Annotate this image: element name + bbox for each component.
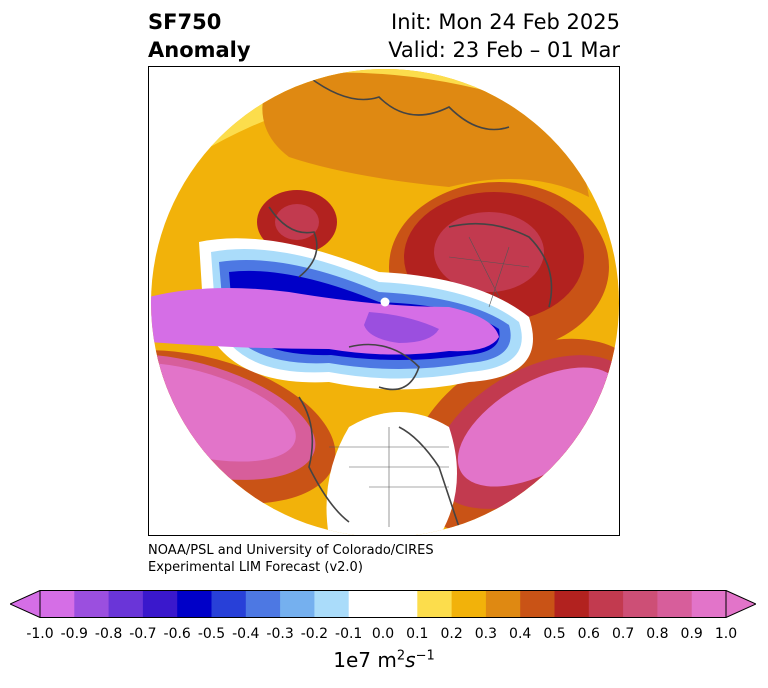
colorbar-swatch <box>417 590 453 618</box>
colorbar-tick-label: -0.2 <box>300 626 329 642</box>
colorbar-tick-label: -0.7 <box>129 626 157 642</box>
colorbar-tick-label: 0.2 <box>440 626 463 642</box>
pacific-high-core <box>457 367 619 487</box>
colorbar-swatch <box>451 590 487 618</box>
polar-map <box>148 66 620 536</box>
colorbar-tick-label: 1.0 <box>714 626 738 642</box>
colorbar-swatch <box>108 590 144 618</box>
colorbar-frame <box>39 590 727 618</box>
colorbar-swatch <box>177 590 212 618</box>
colorbar-ticks: -1.0 -0.9 -0.8 -0.7 -0.6 -0.5 -0.4 -0.3 -0.2 -0.1… <box>0 626 768 646</box>
colorbar-tick-label: 0.4 <box>509 626 532 642</box>
colorbar-tick-label: 0.0 <box>371 626 395 642</box>
colorbar-tick-label: -0.4 <box>232 626 260 642</box>
colorbar-tick-label: 0.7 <box>611 626 635 642</box>
colorbar-swatch <box>211 590 247 618</box>
colorbar-swatch <box>554 590 590 618</box>
colorbar-tick-label: 0.9 <box>680 626 703 642</box>
colorbar-tick-label: 0.1 <box>406 626 429 642</box>
colorbar-tick-label: -1.0 <box>26 626 54 642</box>
map-title: SF750 Anomaly <box>148 8 251 64</box>
atlantic-high-core <box>275 204 319 240</box>
colorbar-swatch <box>74 590 110 618</box>
credit-line-2: Experimental LIM Forecast (v2.0) <box>148 560 363 575</box>
tropics-neutral <box>326 412 457 535</box>
colorbar-tick-label: -0.8 <box>94 626 123 642</box>
units-exp2: −1 <box>415 648 435 664</box>
colorbar-swatch <box>40 590 75 618</box>
colorbar-swatch <box>348 590 384 618</box>
colorbar-swatch <box>485 590 521 618</box>
low-core-deep <box>364 312 439 343</box>
units-exp1: 2 <box>396 648 406 664</box>
colorbar-units-label: 1e7 m2s−1 <box>0 648 768 672</box>
north-pole-marker <box>380 297 390 307</box>
colorbar-tick-label: -0.1 <box>335 626 363 642</box>
colorbar-extend-low <box>10 590 41 618</box>
valid-range: Valid: 23 Feb – 01 Mar <box>388 38 620 62</box>
colorbar <box>10 590 756 618</box>
colorbar-extend-high <box>725 590 756 618</box>
colorbar-swatch <box>623 590 658 618</box>
colorbar-tick-label: -0.6 <box>163 626 191 642</box>
credit-line-1: NOAA/PSL and University of Colorado/CIRE… <box>148 543 434 558</box>
colorbar-swatch <box>520 590 555 618</box>
colorbar-tick-label: -0.9 <box>60 626 88 642</box>
units-prefix: 1e7 m <box>333 648 397 672</box>
colorbar-tick-label: 0.6 <box>577 626 600 642</box>
credit-text: NOAA/PSL and University of Colorado/CIRE… <box>148 542 434 576</box>
title-variable: SF750 <box>148 10 222 34</box>
colorbar-swatch <box>142 590 178 618</box>
colorbar-tick-label: 0.3 <box>474 626 498 642</box>
colorbar-tick-label: 0.8 <box>646 626 669 642</box>
colorbar-tick-label: 0.5 <box>543 626 566 642</box>
borders <box>329 236 530 527</box>
colorbar-swatch <box>245 590 281 618</box>
colorbar-swatch <box>588 590 624 618</box>
colorbar-tick-label: -0.3 <box>266 626 294 642</box>
anomaly-field-map <box>151 69 619 535</box>
forecast-dates: Init: Mon 24 Feb 2025 Valid: 23 Feb – 01… <box>388 8 620 64</box>
colorbar-tick-label: -0.5 <box>197 626 226 642</box>
coastlines <box>268 76 553 528</box>
colorbar-swatch <box>657 590 693 618</box>
units-mid: s <box>405 648 416 672</box>
orange-band-north <box>262 72 589 197</box>
colorbar-swatch <box>314 590 350 618</box>
init-date: Init: Mon 24 Feb 2025 <box>391 10 620 34</box>
west-high-core <box>151 362 296 462</box>
colorbar-swatch <box>280 590 315 618</box>
colorbar-swatch <box>383 590 418 618</box>
title-field-type: Anomaly <box>148 38 251 62</box>
colorbar-swatch <box>691 590 727 618</box>
